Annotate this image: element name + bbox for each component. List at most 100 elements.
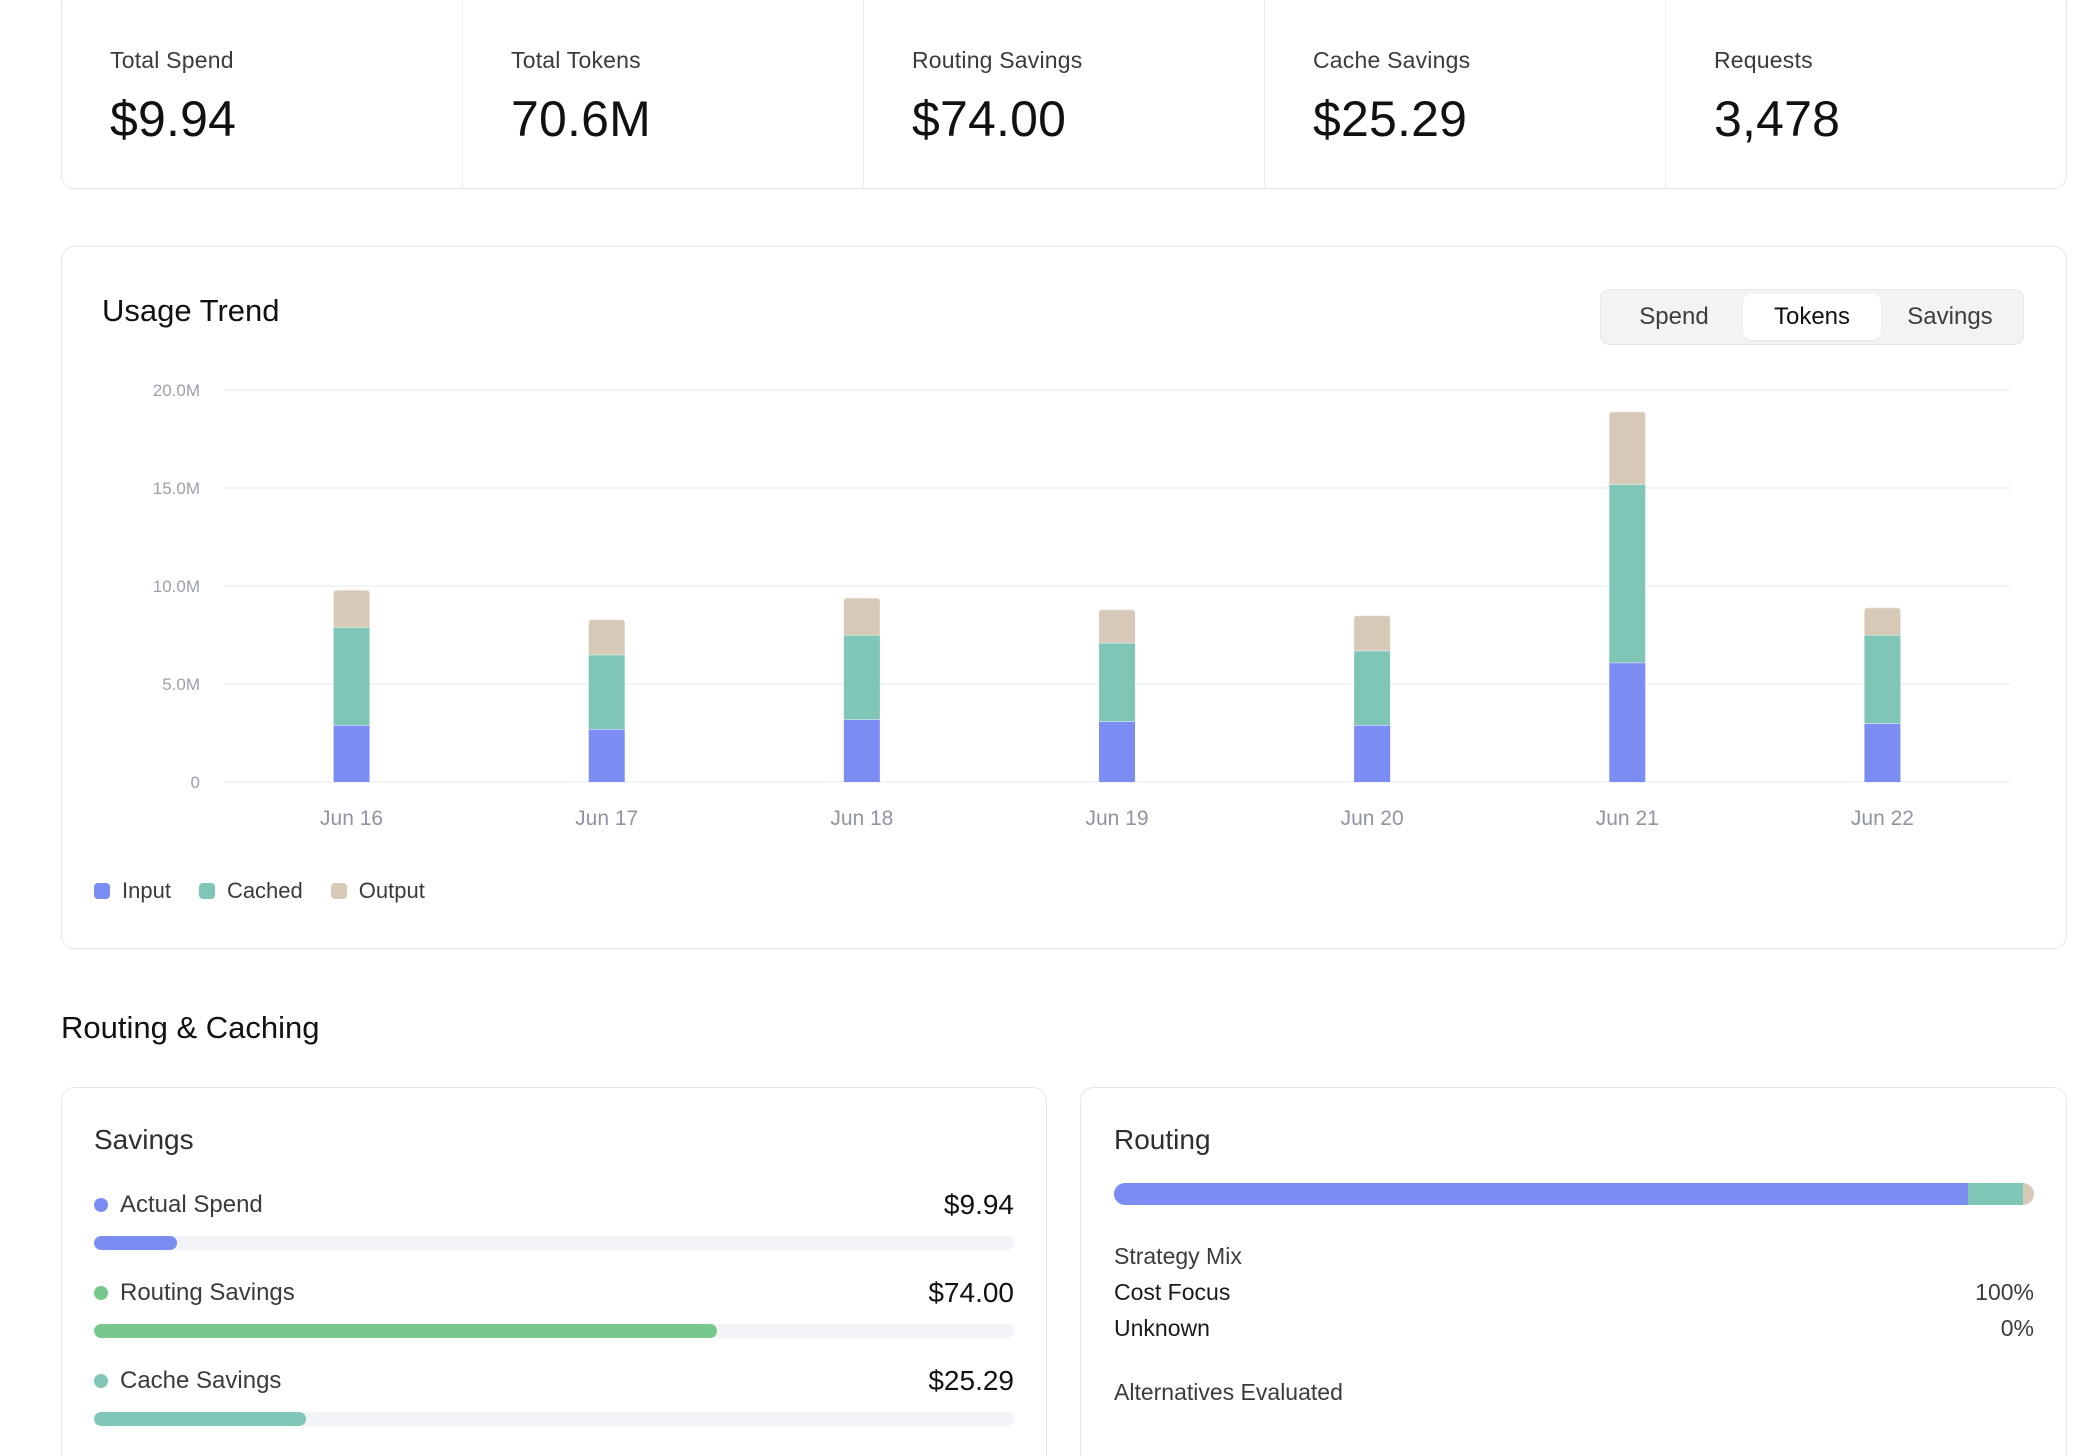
kpi-label: Total Spend <box>110 47 234 73</box>
routing-mix-bar <box>1114 1183 2034 1205</box>
section-title-routing-caching: Routing & Caching <box>61 1010 320 1045</box>
routing-segment <box>2023 1183 2034 1205</box>
bar-segment-cached <box>1864 635 1901 724</box>
bar-segment-input <box>1354 725 1391 782</box>
usage-trend-title: Usage Trend <box>102 293 280 328</box>
savings-label-text: Cache Savings <box>120 1367 282 1394</box>
metric-tabs: Spend Tokens Savings <box>1600 289 2024 345</box>
y-tick-label: 10.0M <box>153 577 200 596</box>
savings-row-label: Cache Savings <box>94 1367 281 1395</box>
savings-label-text: Actual Spend <box>120 1191 263 1218</box>
savings-row-actual-spend: Actual Spend $9.94 <box>94 1188 1014 1250</box>
alternatives-evaluated-title: Alternatives Evaluated <box>1114 1379 1343 1405</box>
legend-swatch-cached <box>198 883 215 899</box>
routing-segment <box>1114 1183 1968 1205</box>
savings-value: $25.29 <box>928 1365 1014 1396</box>
usage-trend-card: Usage Trend Spend Tokens Savings 0 5.0M 10… <box>61 246 2067 949</box>
x-tick-label: Jun 21 <box>1596 807 1659 830</box>
kpi-routing-savings: Routing Savings $74.00 <box>864 0 1265 188</box>
progress-fill <box>94 1324 717 1338</box>
y-tick-label: 0 <box>191 773 200 792</box>
savings-row-cache: Cache Savings $25.29 <box>94 1364 1014 1426</box>
bar-segment-cached <box>1354 650 1391 726</box>
strategy-label: Unknown <box>1114 1315 1210 1341</box>
kpi-label: Requests <box>1714 47 1813 73</box>
kpi-summary-card: Total Spend $9.94 Total Tokens 70.6M Rou… <box>61 0 2067 189</box>
bar-segment-cached <box>333 627 370 726</box>
dot-icon <box>94 1374 108 1388</box>
legend-item-cached: Cached <box>198 878 303 904</box>
bar-segment-input <box>1609 662 1646 782</box>
progress-track <box>94 1236 1014 1250</box>
kpi-value: 3,478 <box>1714 91 1841 147</box>
strategy-percent: 100% <box>1975 1279 2034 1305</box>
strategy-percent: 0% <box>2000 1315 2034 1341</box>
savings-row-label: Actual Spend <box>94 1191 263 1219</box>
y-tick-label: 20.0M <box>153 381 200 400</box>
kpi-value: $9.94 <box>110 91 237 147</box>
routing-segment <box>1967 1183 2024 1205</box>
progress-fill <box>94 1236 177 1250</box>
legend-swatch-output <box>330 883 347 899</box>
kpi-total-tokens: Total Tokens 70.6M <box>463 0 864 188</box>
progress-fill <box>94 1412 306 1426</box>
kpi-label: Cache Savings <box>1313 47 1471 73</box>
savings-row-label: Routing Savings <box>94 1279 295 1307</box>
legend-label: Output <box>358 878 425 903</box>
bar-segment-cached <box>588 654 625 730</box>
strategy-label: Cost Focus <box>1114 1279 1231 1305</box>
savings-value: $9.94 <box>943 1189 1014 1220</box>
kpi-label: Routing Savings <box>912 47 1083 73</box>
savings-value: $74.00 <box>928 1277 1014 1308</box>
legend-label: Cached <box>226 878 303 903</box>
savings-row-routing: Routing Savings $74.00 <box>94 1276 1014 1338</box>
tab-tokens[interactable]: Tokens <box>1743 294 1881 340</box>
kpi-requests: Requests 3,478 <box>1666 0 2066 188</box>
strategy-mix-title: Strategy Mix <box>1114 1243 1242 1269</box>
progress-track <box>94 1412 1014 1426</box>
bar-segment-input <box>1864 723 1901 782</box>
tab-spend[interactable]: Spend <box>1639 303 1709 330</box>
kpi-value: 70.6M <box>511 91 651 147</box>
legend-swatch-input <box>94 883 110 899</box>
strategy-row-cost-focus: Cost Focus 100% <box>1114 1279 2034 1306</box>
x-tick-label: Jun 20 <box>1341 807 1404 830</box>
strategy-row-unknown: Unknown 0% <box>1114 1315 2034 1342</box>
x-tick-label: Jun 16 <box>320 807 383 830</box>
bar-segment-output <box>1099 609 1135 643</box>
bar-segment-input <box>333 725 370 782</box>
bar-segment-output <box>1609 411 1646 485</box>
bar-segment-cached <box>843 635 880 720</box>
legend-item-input: Input <box>94 878 171 904</box>
x-tick-label: Jun 22 <box>1851 807 1914 830</box>
bar-segment-output <box>588 619 625 655</box>
legend-item-output: Output <box>330 878 425 904</box>
bar-segment-cached <box>1609 484 1646 663</box>
bar-segment-output <box>843 597 880 635</box>
kpi-value: $74.00 <box>912 91 1067 147</box>
bar-segment-input <box>1099 721 1135 782</box>
bar-segment-output <box>1864 607 1901 635</box>
kpi-value: $25.29 <box>1313 91 1468 147</box>
bar-segment-output <box>1354 615 1391 651</box>
usage-trend-chart: 0 5.0M 10.0M 15.0M 20.0M Jun 16 Jun 17 Jun 18 Ju… <box>153 381 2010 830</box>
savings-title: Savings <box>94 1124 194 1155</box>
x-tick-label: Jun 18 <box>830 807 893 830</box>
bar-segment-input <box>588 729 625 782</box>
bar-segment-cached <box>1099 642 1135 722</box>
bar-segment-input <box>843 719 880 782</box>
savings-label-text: Routing Savings <box>120 1279 295 1306</box>
routing-title: Routing <box>1114 1124 1211 1155</box>
legend-label: Input <box>122 878 171 903</box>
progress-track <box>94 1324 1014 1338</box>
bar-segment-output <box>333 589 370 628</box>
kpi-label: Total Tokens <box>511 47 641 73</box>
kpi-cache-savings: Cache Savings $25.29 <box>1265 0 1666 188</box>
routing-card: Routing Strategy Mix Cost Focus 100% Unk… <box>1080 1087 2067 1456</box>
y-tick-label: 15.0M <box>153 479 200 498</box>
x-tick-label: Jun 19 <box>1085 807 1148 830</box>
tab-savings[interactable]: Savings <box>1907 303 1993 330</box>
y-tick-label: 5.0M <box>162 675 200 694</box>
chart-legend: Input Cached Output <box>94 878 425 904</box>
